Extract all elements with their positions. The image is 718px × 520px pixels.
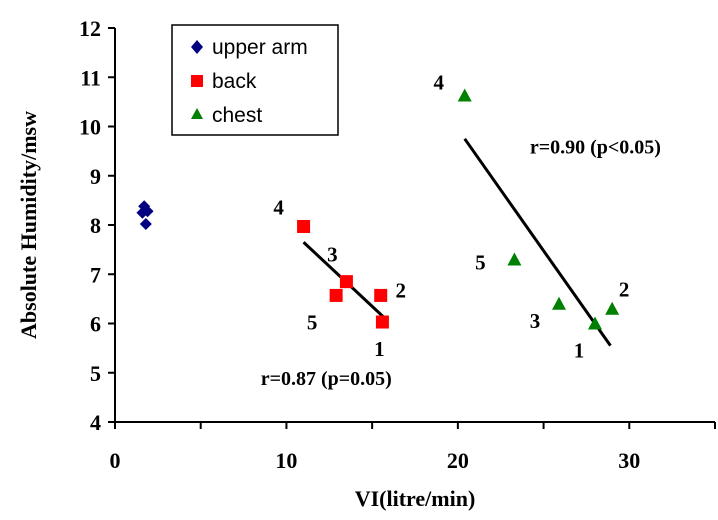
point-back: [297, 219, 311, 233]
y-tick-label: 7: [90, 262, 101, 287]
point-upper-arm: [139, 218, 152, 231]
y-tick-label: 12: [79, 16, 101, 41]
correlation-annotation: r=0.90 (p<0.05): [530, 137, 661, 159]
chest-fit-line: [463, 137, 612, 347]
correlation-annotation: r=0.87 (p=0.05): [261, 368, 392, 390]
legend-label-back: back: [212, 70, 257, 93]
point-label-chest: 4: [433, 70, 444, 94]
point-label-chest: 1: [574, 339, 585, 363]
legend-marker-back: [191, 75, 203, 87]
y-tick-label: 9: [90, 164, 101, 189]
y-tick-label: 5: [90, 361, 101, 386]
point-back: [339, 275, 353, 289]
y-tick-label: 8: [90, 213, 101, 238]
point-label-back: 1: [374, 337, 385, 361]
point-label-back: 2: [395, 278, 406, 302]
point-chest: [588, 316, 602, 330]
legend-marker-chest: [191, 108, 203, 119]
point-back: [374, 288, 388, 302]
point-chest: [507, 252, 522, 266]
y-tick-label: 4: [90, 410, 101, 435]
legend-label-upper-arm: upper arm: [212, 36, 308, 59]
point-label-chest: 5: [475, 250, 486, 274]
x-axis-title: VI(litre/min): [355, 486, 476, 511]
point-label-chest: 2: [619, 278, 630, 302]
point-chest: [552, 296, 566, 310]
point-label-back: 4: [273, 195, 284, 219]
legend: upper arm back chest: [171, 24, 339, 136]
point-chest: [605, 301, 620, 315]
point-back: [329, 288, 343, 302]
x-tick-label: 0: [110, 448, 121, 473]
point-chest: [457, 88, 472, 102]
legend-marker-upper-arm: [191, 40, 203, 54]
x-tick-label: 30: [618, 448, 640, 473]
point-back: [375, 315, 389, 329]
y-tick-label: 11: [80, 65, 101, 90]
point-label-back: 5: [307, 310, 318, 334]
point-label-back: 3: [327, 243, 338, 267]
x-tick-label: 10: [275, 448, 297, 473]
point-label-chest: 3: [530, 309, 541, 333]
point-upper-arm: [141, 205, 154, 218]
y-tick-label: 10: [79, 115, 101, 140]
legend-label-chest: chest: [212, 104, 262, 127]
y-axis-title: Absolute Humidity/msw: [16, 111, 41, 339]
x-tick-label: 20: [447, 448, 469, 473]
y-tick-label: 6: [90, 312, 101, 337]
